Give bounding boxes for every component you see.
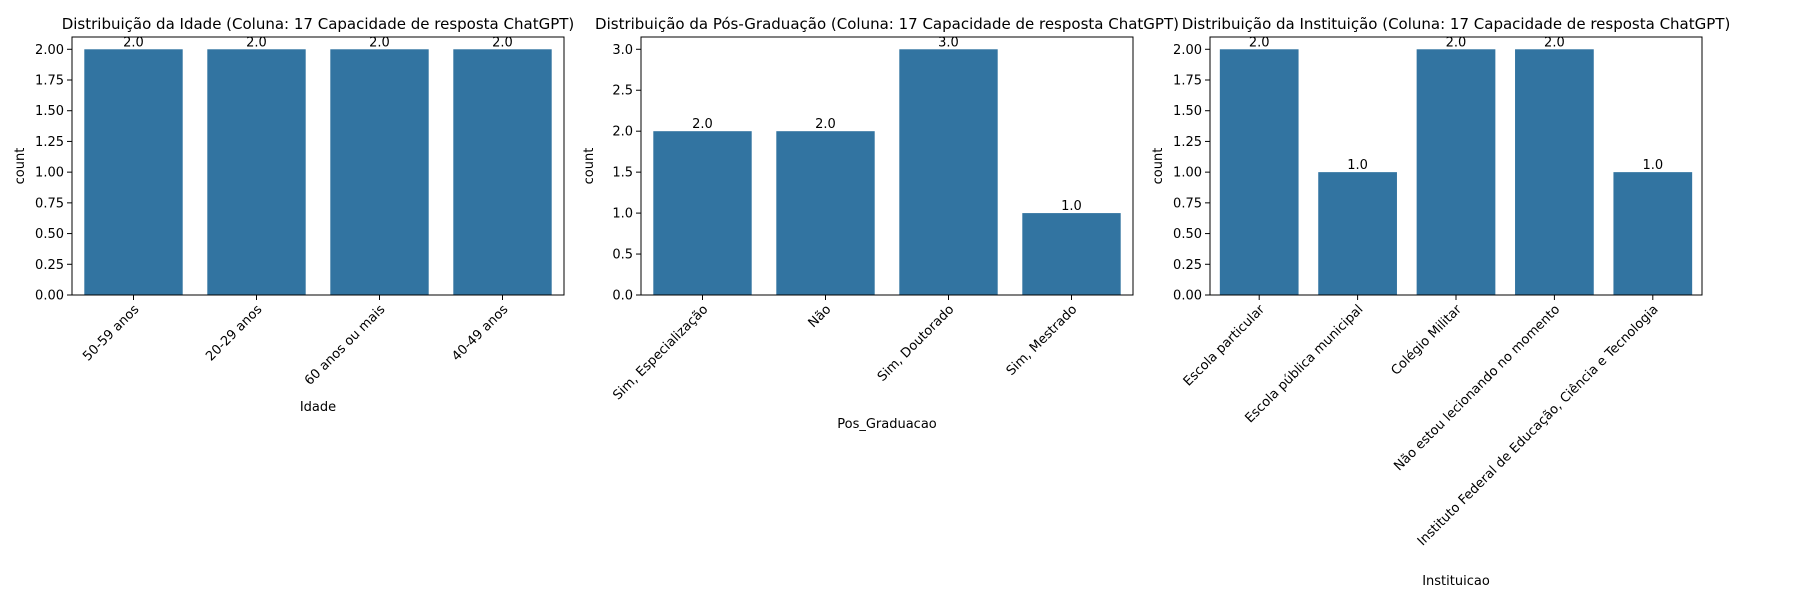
y-tick-label: 1.0	[612, 207, 633, 222]
y-axis-label: count	[1151, 148, 1166, 185]
x-tick-label: Sim, Especialização	[610, 302, 711, 403]
x-tick-label: Sim, Doutorado	[875, 302, 957, 384]
y-axis-label: count	[582, 148, 597, 185]
bar-value-label: 2.0	[246, 35, 267, 50]
x-tick-label: Escola particular	[1181, 302, 1269, 390]
bar-value-label: 2.0	[123, 35, 144, 50]
bar-value-label: 2.0	[1544, 35, 1565, 50]
bar-2	[1318, 172, 1397, 295]
y-tick-label: 0.25	[1173, 258, 1202, 273]
y-tick-label: 3.0	[612, 43, 633, 58]
axes-frame	[640, 36, 1134, 296]
bar-2	[207, 49, 306, 296]
y-tick-label: 0.50	[1173, 227, 1202, 242]
y-tick-label: 1.50	[35, 104, 64, 119]
y-tick-label: 2.0	[612, 125, 633, 140]
x-tick-label: Não	[806, 302, 835, 331]
y-tick-label: 1.5	[612, 166, 633, 181]
x-tick-label: Instituto Federal de Educação, Ciência e…	[1415, 302, 1662, 549]
bar-1	[653, 131, 752, 295]
bar-3	[1416, 49, 1496, 296]
x-tick-label: Não estou lecionando no momento	[1391, 302, 1563, 474]
bar-value-label: 2.0	[815, 117, 836, 132]
bar-value-label: 2.0	[1249, 35, 1270, 50]
chart-title: Distribuição da Idade (Coluna: 17 Capaci…	[62, 15, 575, 33]
axes-frame	[71, 36, 565, 296]
bar-value-label: 2.0	[369, 35, 390, 50]
bar-3	[330, 49, 429, 296]
bar-2	[776, 131, 875, 295]
y-tick-label: 1.75	[1173, 74, 1202, 89]
bar-1	[1219, 49, 1299, 296]
chart-instituicao: Distribuição da Instituição (Coluna: 17 …	[1151, 15, 1730, 589]
x-tick-label: 50-59 anos	[80, 302, 142, 364]
x-tick-label: 20-29 anos	[203, 302, 265, 364]
bar-4	[1022, 213, 1121, 295]
x-axis-label: Instituicao	[1422, 574, 1490, 589]
x-tick-label: Escola pública municipal	[1242, 302, 1366, 426]
x-axis-label: Idade	[300, 400, 336, 415]
bar-5	[1613, 172, 1693, 295]
y-tick-label: 1.50	[1173, 104, 1202, 119]
bar-4	[1515, 49, 1594, 296]
y-tick-label: 1.25	[1173, 135, 1202, 150]
bar-3	[899, 49, 998, 296]
y-tick-label: 2.00	[1173, 43, 1202, 58]
y-tick-label: 0.00	[35, 289, 64, 304]
y-tick-label: 0.75	[1173, 196, 1202, 211]
chart-title: Distribuição da Pós-Graduação (Coluna: 1…	[595, 15, 1179, 33]
chart-idade: Distribuição da Idade (Coluna: 17 Capaci…	[13, 15, 574, 415]
y-tick-label: 1.00	[1173, 166, 1202, 181]
y-tick-label: 0.0	[612, 289, 633, 304]
bar-value-label: 2.0	[1446, 35, 1467, 50]
y-tick-label: 0.00	[1173, 289, 1202, 304]
bar-value-label: 1.0	[1347, 158, 1368, 173]
y-axis-label: count	[13, 148, 28, 185]
y-tick-label: 2.5	[612, 84, 633, 99]
y-tick-label: 1.75	[35, 74, 64, 89]
y-tick-label: 1.00	[35, 166, 64, 181]
bar-value-label: 3.0	[938, 35, 959, 50]
y-tick-label: 0.75	[35, 196, 64, 211]
x-axis-label: Pos_Graduacao	[837, 417, 937, 432]
x-tick-label: Sim, Mestrado	[1004, 302, 1081, 379]
bar-value-label: 2.0	[692, 117, 713, 132]
bar-value-label: 1.0	[1642, 158, 1663, 173]
y-tick-label: 0.5	[612, 248, 633, 263]
y-tick-label: 2.00	[35, 43, 64, 58]
bar-value-label: 2.0	[492, 35, 513, 50]
chart-title: Distribuição da Instituição (Coluna: 17 …	[1182, 15, 1731, 33]
y-tick-label: 0.50	[35, 227, 64, 242]
chart-pos-graduacao: Distribuição da Pós-Graduação (Coluna: 1…	[582, 15, 1179, 432]
bar-1	[84, 49, 183, 296]
x-tick-label: 40-49 anos	[449, 302, 511, 364]
y-tick-label: 0.25	[35, 258, 64, 273]
bar-value-label: 1.0	[1061, 199, 1082, 214]
x-tick-label: 60 anos ou mais	[302, 302, 388, 388]
bar-4	[453, 49, 552, 296]
y-tick-label: 1.25	[35, 135, 64, 150]
x-tick-label: Colégio Militar	[1388, 302, 1465, 379]
